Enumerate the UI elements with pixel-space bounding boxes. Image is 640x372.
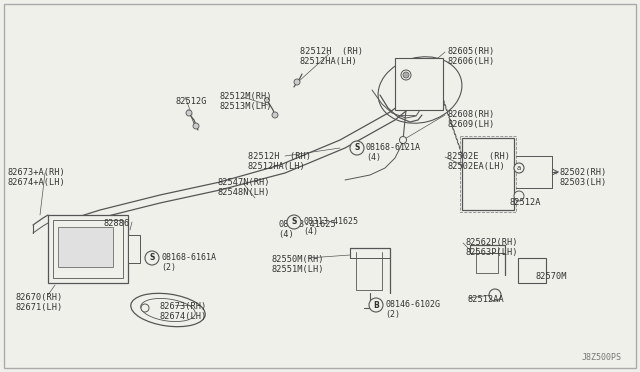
Text: 08168-6121A
(4): 08168-6121A (4) xyxy=(366,143,421,163)
Circle shape xyxy=(294,79,300,85)
Text: B: B xyxy=(373,301,379,310)
Circle shape xyxy=(145,251,159,265)
Text: 82512M(RH)
82513M(LH): 82512M(RH) 82513M(LH) xyxy=(219,92,271,111)
Text: 82502E  (RH)
82502EA(LH): 82502E (RH) 82502EA(LH) xyxy=(447,152,510,171)
Text: 82547N(RH)
82548N(LH): 82547N(RH) 82548N(LH) xyxy=(218,178,271,198)
Text: S: S xyxy=(291,218,297,227)
Circle shape xyxy=(287,215,301,229)
Text: 82886: 82886 xyxy=(104,219,131,228)
Circle shape xyxy=(369,298,383,312)
Text: S: S xyxy=(355,144,360,153)
Circle shape xyxy=(403,72,409,78)
Circle shape xyxy=(401,70,411,80)
Circle shape xyxy=(186,110,192,116)
Circle shape xyxy=(489,289,501,301)
Text: 08313-41625
(4): 08313-41625 (4) xyxy=(303,217,358,236)
Text: 08313-41625
(4): 08313-41625 (4) xyxy=(278,220,336,240)
Circle shape xyxy=(264,97,269,103)
Circle shape xyxy=(399,137,406,144)
Circle shape xyxy=(141,304,149,312)
Text: 82670(RH)
82671(LH): 82670(RH) 82671(LH) xyxy=(15,293,62,312)
Circle shape xyxy=(350,141,364,155)
Circle shape xyxy=(193,123,199,129)
Text: 82605(RH)
82606(LH): 82605(RH) 82606(LH) xyxy=(447,47,494,66)
Text: 82502(RH)
82503(LH): 82502(RH) 82503(LH) xyxy=(560,168,607,187)
Bar xyxy=(395,58,443,110)
Text: 82512H  (RH)
82512HA(LH): 82512H (RH) 82512HA(LH) xyxy=(248,152,311,171)
Circle shape xyxy=(514,163,524,173)
Text: 82550M(RH)
82551M(LH): 82550M(RH) 82551M(LH) xyxy=(272,255,324,275)
Text: 82512AA: 82512AA xyxy=(468,295,505,304)
FancyBboxPatch shape xyxy=(4,4,636,368)
Text: 08168-6161A
(2): 08168-6161A (2) xyxy=(161,253,216,272)
Circle shape xyxy=(514,191,524,201)
Text: a: a xyxy=(517,165,521,171)
Text: 82562P(RH)
82563P(LH): 82562P(RH) 82563P(LH) xyxy=(465,238,518,257)
Text: 82512H  (RH)
82512HA(LH): 82512H (RH) 82512HA(LH) xyxy=(300,47,363,66)
Bar xyxy=(58,227,113,267)
Text: 82608(RH)
82609(LH): 82608(RH) 82609(LH) xyxy=(447,110,494,129)
Bar xyxy=(462,138,514,210)
Text: J8Z500PS: J8Z500PS xyxy=(582,353,622,362)
Text: 82673+A(RH)
82674+A(LH): 82673+A(RH) 82674+A(LH) xyxy=(8,168,66,187)
Text: 82512G: 82512G xyxy=(175,97,207,106)
Text: 82673(RH)
82674(LH): 82673(RH) 82674(LH) xyxy=(160,302,207,321)
Text: 82512A: 82512A xyxy=(510,198,541,207)
Bar xyxy=(460,136,516,212)
Bar xyxy=(518,258,546,283)
Bar xyxy=(128,235,140,263)
Text: 82570M: 82570M xyxy=(535,272,566,281)
Bar xyxy=(53,220,123,278)
Text: 08146-6102G
(2): 08146-6102G (2) xyxy=(385,300,440,320)
Circle shape xyxy=(272,112,278,118)
Text: S: S xyxy=(149,253,155,263)
Bar xyxy=(48,215,128,283)
